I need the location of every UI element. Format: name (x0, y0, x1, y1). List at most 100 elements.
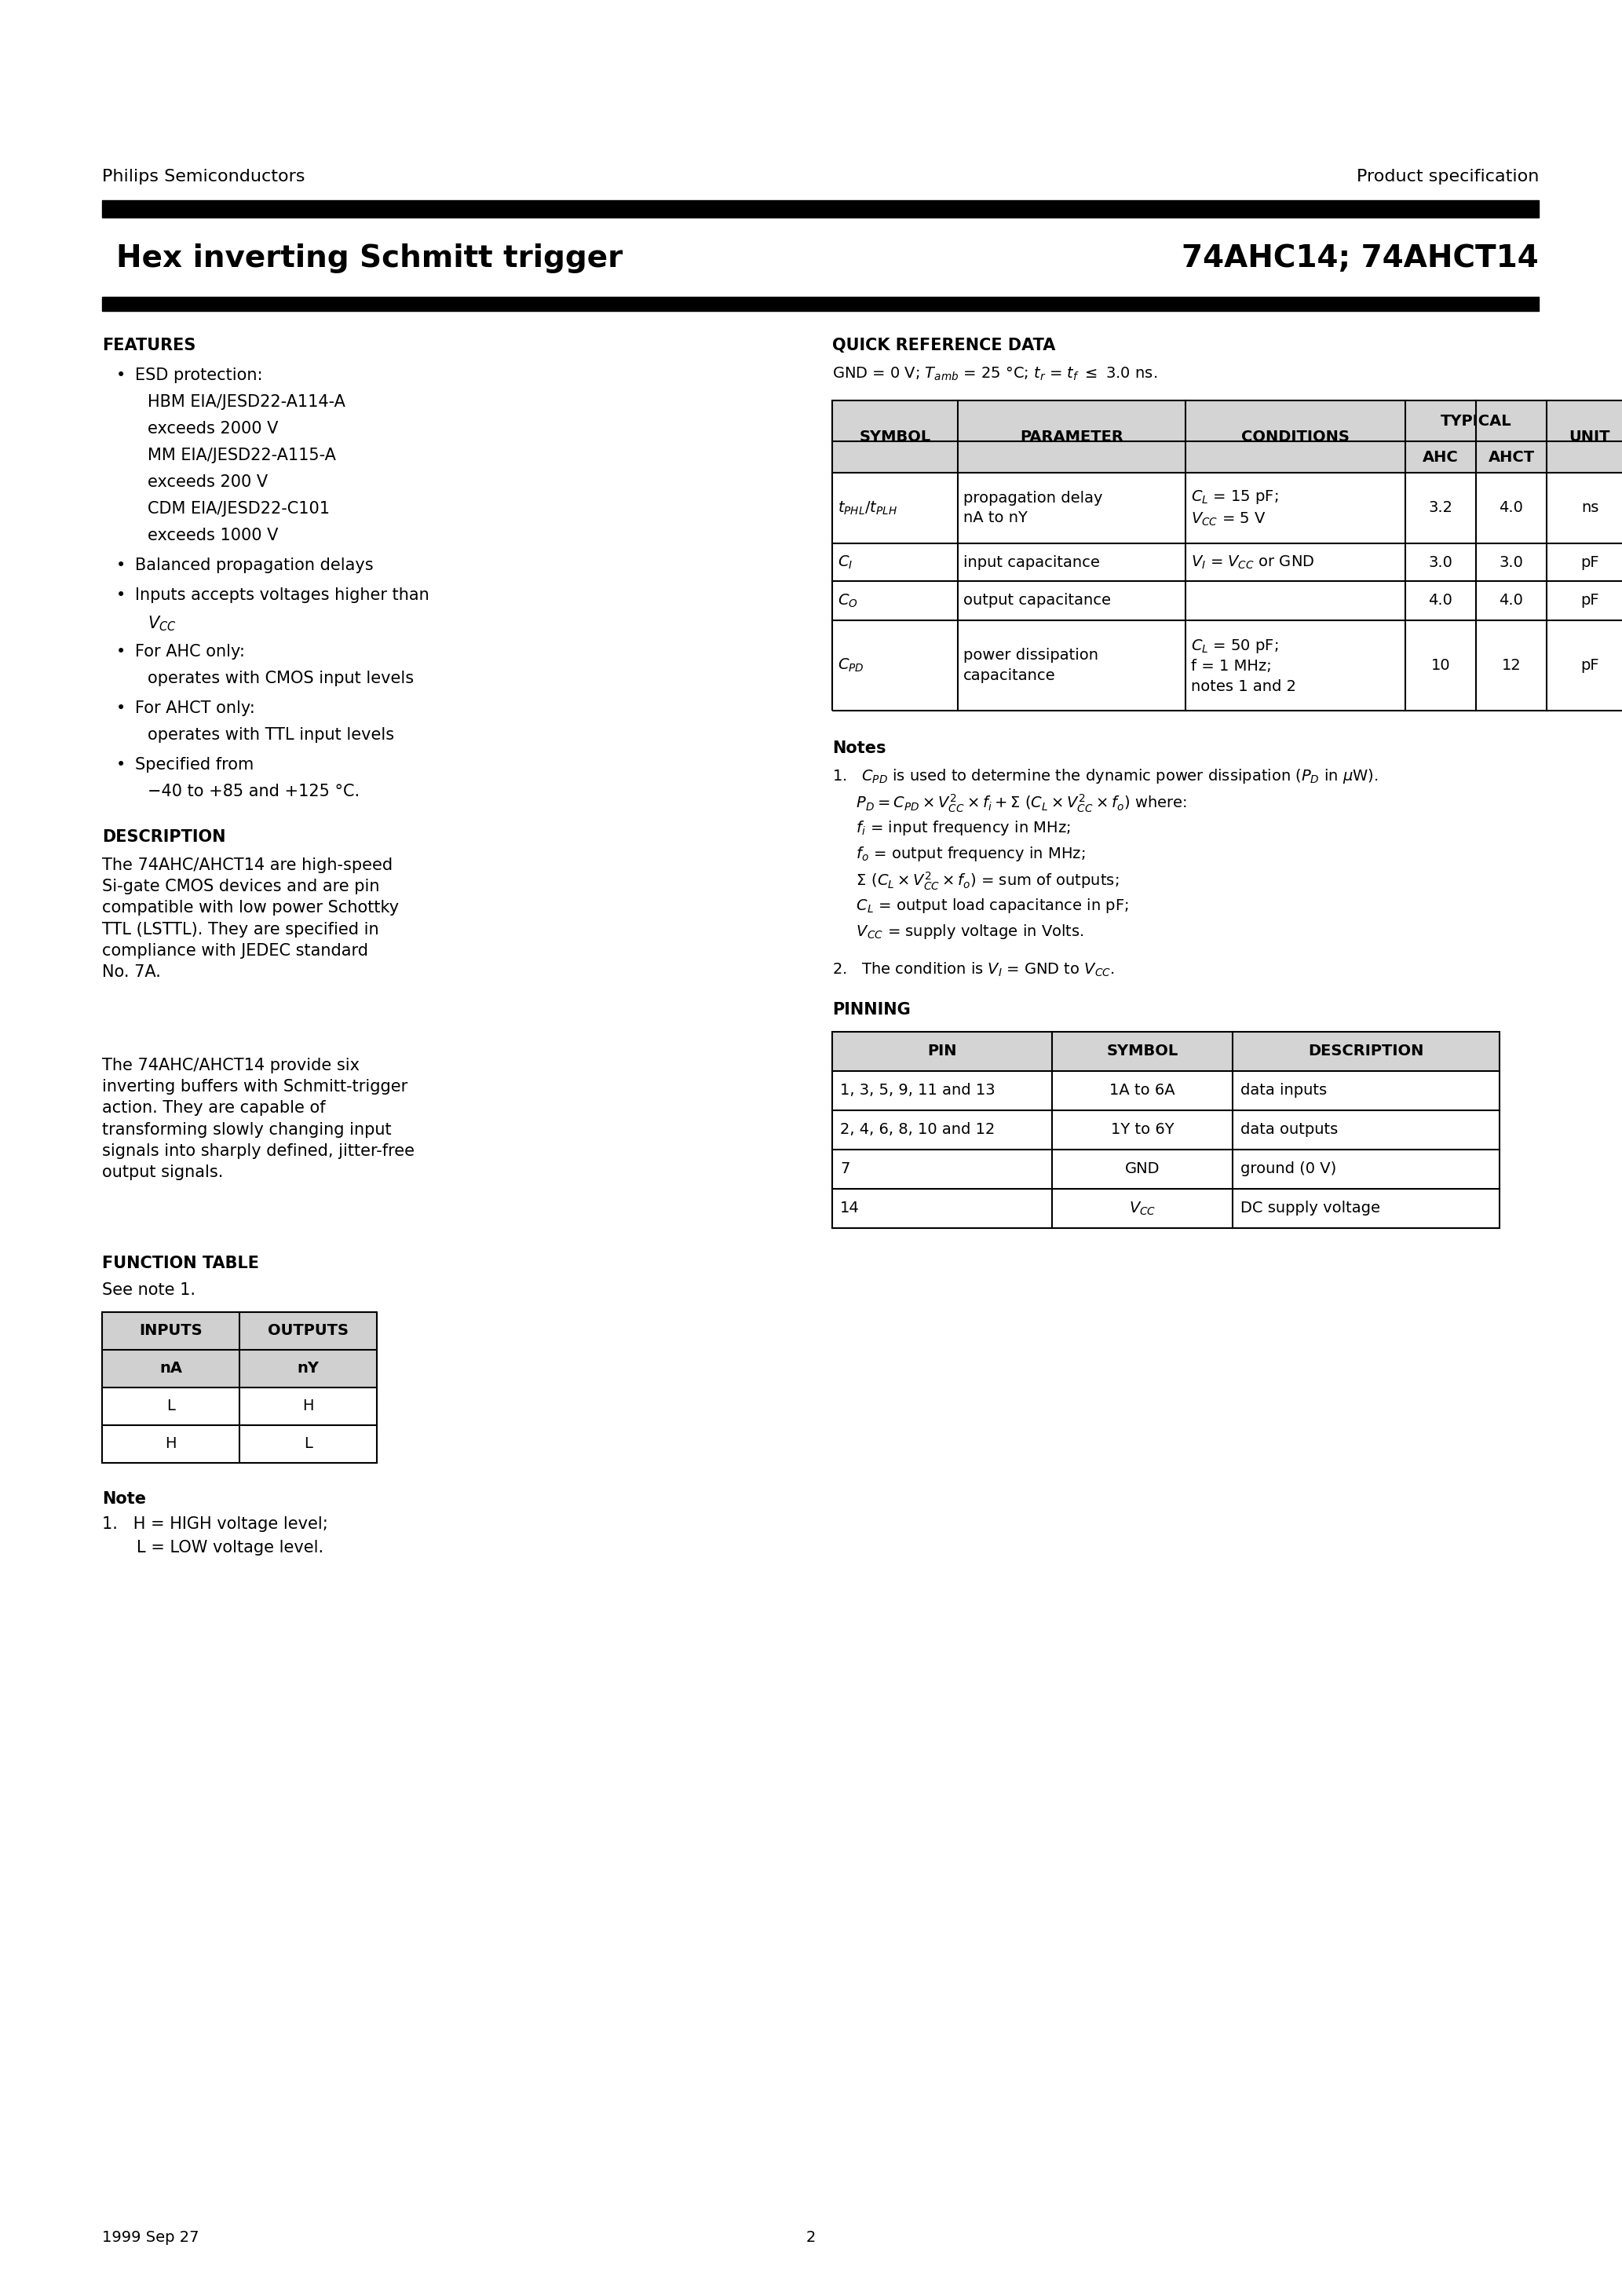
Text: MM EIA/JESD22-A115-A: MM EIA/JESD22-A115-A (148, 448, 336, 464)
Text: exceeds 200 V: exceeds 200 V (148, 475, 268, 489)
Text: ESD protection:: ESD protection: (135, 367, 263, 383)
Text: 2.   The condition is $V_I$ = GND to $V_{CC}$.: 2. The condition is $V_I$ = GND to $V_{C… (832, 962, 1114, 978)
Text: 3.0: 3.0 (1499, 556, 1523, 569)
Bar (1186, 400, 1405, 473)
Text: output capacitance: output capacitance (963, 592, 1111, 608)
Text: AHC: AHC (1422, 450, 1458, 464)
Text: AHCT: AHCT (1487, 450, 1534, 464)
Text: 1999 Sep 27: 1999 Sep 27 (102, 2229, 200, 2245)
Text: ground (0 V): ground (0 V) (1241, 1162, 1337, 1176)
Text: •: • (117, 643, 127, 659)
Text: $V_{CC}$: $V_{CC}$ (1129, 1201, 1156, 1217)
Text: H: H (165, 1437, 177, 1451)
Bar (240, 1350, 376, 1387)
Text: Hex inverting Schmitt trigger: Hex inverting Schmitt trigger (117, 243, 623, 273)
Text: OUTPUTS: OUTPUTS (268, 1322, 349, 1339)
Text: •: • (117, 558, 127, 574)
Bar (102, 1311, 376, 1463)
Text: data inputs: data inputs (1241, 1084, 1327, 1097)
Text: FEATURES: FEATURES (102, 338, 196, 354)
Text: $V_{CC}$ = supply voltage in Volts.: $V_{CC}$ = supply voltage in Volts. (832, 923, 1083, 941)
Text: 2: 2 (806, 2229, 816, 2245)
Text: $C_O$: $C_O$ (837, 592, 858, 608)
Bar (1476, 400, 1547, 473)
Text: 7: 7 (840, 1162, 850, 1176)
Text: Philips Semiconductors: Philips Semiconductors (102, 170, 305, 184)
Text: $C_L$ = 50 pF;
f = 1 MHz;
notes 1 and 2: $C_L$ = 50 pF; f = 1 MHz; notes 1 and 2 (1191, 638, 1296, 693)
Text: $V_{CC}$: $V_{CC}$ (148, 613, 177, 634)
Text: FUNCTION TABLE: FUNCTION TABLE (102, 1256, 260, 1272)
Bar (102, 200, 1539, 218)
Text: power dissipation
capacitance: power dissipation capacitance (963, 647, 1098, 682)
Text: −40 to +85 and +125 °C.: −40 to +85 and +125 °C. (148, 783, 360, 799)
Bar (102, 1311, 240, 1350)
Text: pF: pF (1580, 659, 1599, 673)
Text: nA: nA (159, 1362, 182, 1375)
Text: The 74AHC/AHCT14 are high-speed
Si-gate CMOS devices and are pin
compatible with: The 74AHC/AHCT14 are high-speed Si-gate … (102, 856, 399, 980)
Text: operates with CMOS input levels: operates with CMOS input levels (148, 670, 414, 687)
Text: 1.   H = HIGH voltage level;: 1. H = HIGH voltage level; (102, 1515, 328, 1531)
Text: exceeds 2000 V: exceeds 2000 V (148, 420, 279, 436)
Text: CDM EIA/JESD22-C101: CDM EIA/JESD22-C101 (148, 501, 329, 517)
Bar (832, 400, 1622, 712)
Text: pF: pF (1580, 592, 1599, 608)
Text: $t_{PHL}/t_{PLH}$: $t_{PHL}/t_{PLH}$ (837, 501, 897, 517)
Text: propagation delay
nA to nY: propagation delay nA to nY (963, 491, 1103, 526)
Bar (102, 296, 1539, 310)
Text: QUICK REFERENCE DATA: QUICK REFERENCE DATA (832, 338, 1056, 354)
Text: 1.   $C_{PD}$ is used to determine the dynamic power dissipation ($P_D$ in $\mu$: 1. $C_{PD}$ is used to determine the dyn… (832, 767, 1379, 785)
Text: nY: nY (297, 1362, 320, 1375)
Bar (832, 1031, 1499, 1228)
Text: HBM EIA/JESD22-A114-A: HBM EIA/JESD22-A114-A (148, 395, 345, 411)
Text: pF: pF (1580, 556, 1599, 569)
Text: PINNING: PINNING (832, 1001, 910, 1017)
Text: $C_{PD}$: $C_{PD}$ (837, 657, 865, 673)
Bar (832, 1031, 1499, 1070)
Text: 3.2: 3.2 (1429, 501, 1453, 517)
Text: See note 1.: See note 1. (102, 1281, 196, 1297)
Text: 10: 10 (1431, 659, 1450, 673)
Text: SYMBOL: SYMBOL (1106, 1045, 1178, 1058)
Text: For AHC only:: For AHC only: (135, 643, 245, 659)
Text: CONDITIONS: CONDITIONS (1241, 429, 1350, 443)
Text: 3.0: 3.0 (1429, 556, 1453, 569)
Text: Note: Note (102, 1490, 146, 1506)
Bar (959, 400, 1186, 473)
Text: DESCRIPTION: DESCRIPTION (1309, 1045, 1424, 1058)
Text: input capacitance: input capacitance (963, 556, 1100, 569)
Bar (832, 400, 959, 473)
Text: H: H (302, 1398, 313, 1414)
Text: Notes: Notes (832, 742, 886, 755)
Bar (1547, 400, 1622, 473)
Text: L: L (167, 1398, 175, 1414)
Text: exceeds 1000 V: exceeds 1000 V (148, 528, 279, 544)
Text: 2, 4, 6, 8, 10 and 12: 2, 4, 6, 8, 10 and 12 (840, 1123, 994, 1137)
Text: data outputs: data outputs (1241, 1123, 1338, 1137)
Text: Inputs accepts voltages higher than: Inputs accepts voltages higher than (135, 588, 430, 604)
Text: •: • (117, 588, 127, 604)
Text: PIN: PIN (928, 1045, 957, 1058)
Text: $C_I$: $C_I$ (837, 553, 853, 572)
Text: 1Y to 6Y: 1Y to 6Y (1111, 1123, 1174, 1137)
Text: $V_I$ = $V_{CC}$ or GND: $V_I$ = $V_{CC}$ or GND (1191, 553, 1314, 572)
Text: PARAMETER: PARAMETER (1020, 429, 1124, 443)
Text: 1, 3, 5, 9, 11 and 13: 1, 3, 5, 9, 11 and 13 (840, 1084, 996, 1097)
Text: 4.0: 4.0 (1429, 592, 1453, 608)
Bar (240, 1311, 376, 1350)
Text: The 74AHC/AHCT14 provide six
inverting buffers with Schmitt-trigger
action. They: The 74AHC/AHCT14 provide six inverting b… (102, 1058, 415, 1180)
Text: Balanced propagation delays: Balanced propagation delays (135, 558, 373, 574)
Text: •: • (117, 758, 127, 774)
Text: L: L (303, 1437, 313, 1451)
Bar (1405, 400, 1476, 473)
Text: operates with TTL input levels: operates with TTL input levels (148, 728, 394, 744)
Text: •: • (117, 367, 127, 383)
Text: 4.0: 4.0 (1499, 501, 1523, 517)
Text: L = LOW voltage level.: L = LOW voltage level. (136, 1541, 323, 1554)
Text: 74AHC14; 74AHCT14: 74AHC14; 74AHCT14 (1182, 243, 1539, 273)
Text: 4.0: 4.0 (1499, 592, 1523, 608)
Text: For AHCT only:: For AHCT only: (135, 700, 255, 716)
Text: SYMBOL: SYMBOL (860, 429, 931, 443)
Text: •: • (117, 700, 127, 716)
Bar (102, 1350, 240, 1387)
Text: GND: GND (1124, 1162, 1160, 1176)
